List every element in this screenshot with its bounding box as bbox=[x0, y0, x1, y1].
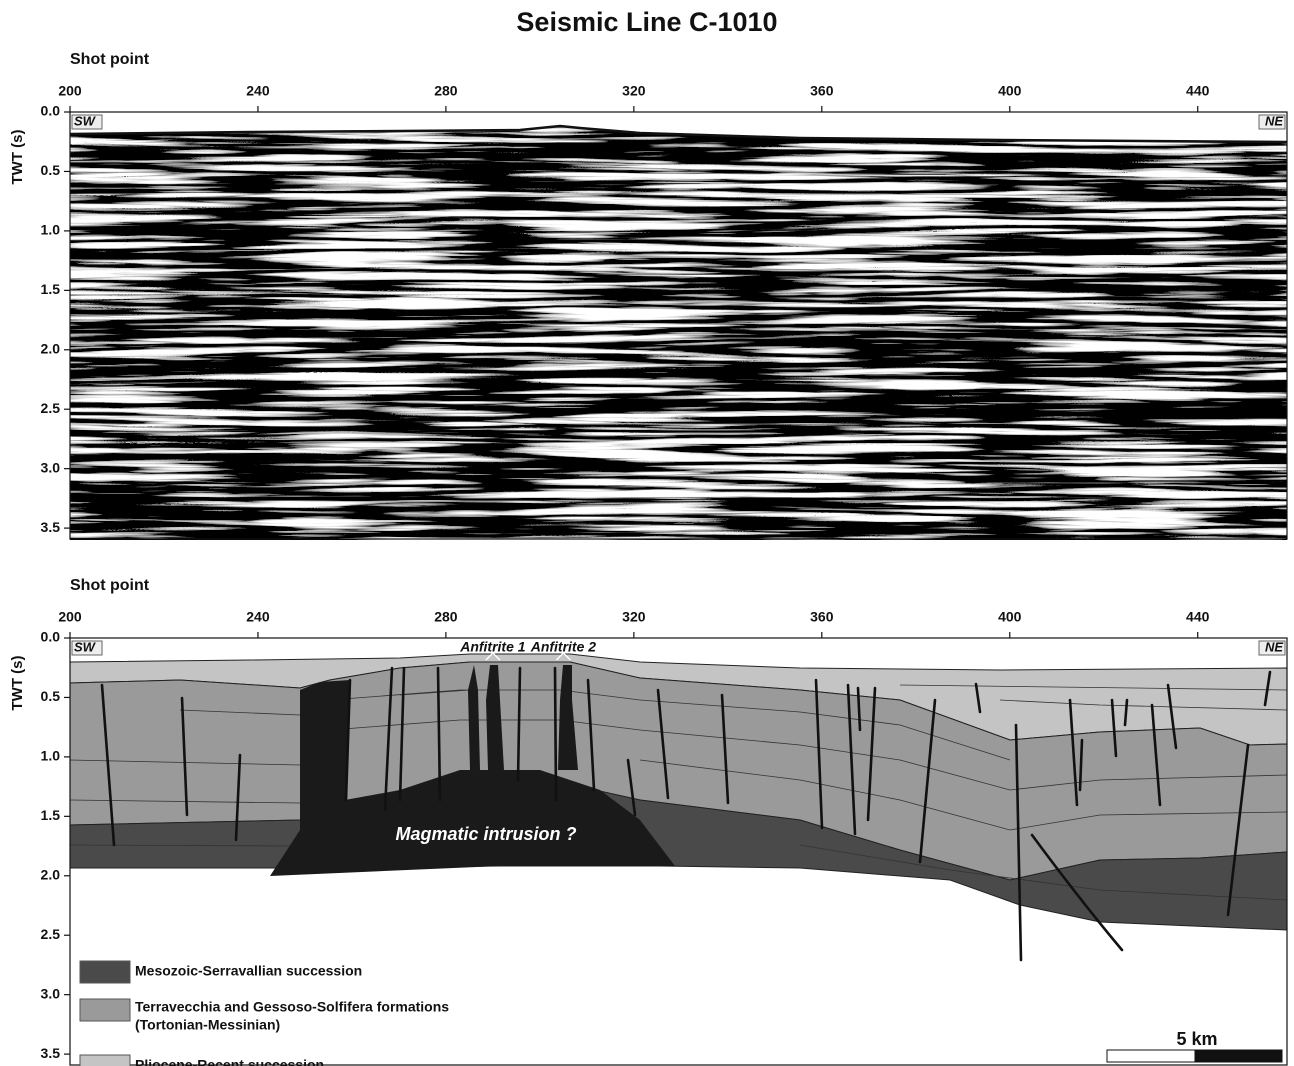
x-axis-label: Shot point bbox=[70, 51, 150, 68]
legend-swatch bbox=[80, 999, 130, 1021]
legend-swatch bbox=[80, 1055, 130, 1066]
figure: Seismic Line C-1010 Shot point 200 240 280 3… bbox=[0, 0, 1294, 1066]
x-tick-label: 240 bbox=[246, 83, 270, 99]
scale-bar-white bbox=[1107, 1050, 1195, 1062]
y-tick-label: 2.5 bbox=[41, 926, 61, 942]
x-tick-label: 280 bbox=[434, 609, 458, 625]
y-tick-label: 0.5 bbox=[41, 688, 61, 704]
y-tick-label: 0.0 bbox=[41, 629, 61, 645]
y-tick-label: 3.5 bbox=[41, 519, 61, 535]
x-tick-label: 360 bbox=[810, 609, 834, 625]
x-tick-label: 320 bbox=[622, 609, 646, 625]
y-tick-label: 1.0 bbox=[41, 222, 61, 238]
x-tick-label: 200 bbox=[58, 83, 82, 99]
seismic-image bbox=[70, 112, 1287, 540]
corner-label-ne: NE bbox=[1265, 113, 1283, 128]
seismic-texture bbox=[70, 130, 1287, 540]
x-tick-label: 280 bbox=[434, 83, 458, 99]
corner-label-sw: SW bbox=[74, 639, 97, 654]
legend-swatch bbox=[80, 961, 130, 983]
x-tick-label: 400 bbox=[998, 609, 1022, 625]
y-tick-label: 3.0 bbox=[41, 459, 61, 475]
intrusion-label: Magmatic intrusion ? bbox=[395, 824, 576, 844]
legend-label: Mesozoic-Serravallian succession bbox=[135, 963, 362, 979]
y-tick-label: 1.5 bbox=[41, 281, 61, 297]
y-axis-label: TWT (s) bbox=[9, 656, 26, 711]
x-tick-label: 240 bbox=[246, 609, 270, 625]
y-axis-label: TWT (s) bbox=[9, 130, 26, 185]
x-tick-label: 320 bbox=[622, 83, 646, 99]
y-tick-label: 0.0 bbox=[41, 103, 61, 119]
well-label: Anfitrite 2 bbox=[530, 639, 597, 655]
scale-bar-black bbox=[1195, 1050, 1282, 1062]
corner-label-ne: NE bbox=[1265, 639, 1283, 654]
x-tick-label: 440 bbox=[1186, 609, 1210, 625]
legend-label: Terravecchia and Gessoso-Solfifera forma… bbox=[135, 999, 449, 1015]
well-label: Anfitrite 1 bbox=[459, 639, 526, 655]
y-tick-label: 2.0 bbox=[41, 340, 61, 356]
interpretation bbox=[70, 654, 1287, 960]
y-tick-label: 3.5 bbox=[41, 1045, 61, 1061]
x-tick-label: 440 bbox=[1186, 83, 1210, 99]
x-axis-label: Shot point bbox=[70, 577, 150, 594]
y-tick-label: 1.0 bbox=[41, 748, 61, 764]
y-tick-label: 1.5 bbox=[41, 807, 61, 823]
legend-label: (Tortonian-Messinian) bbox=[135, 1017, 280, 1033]
y-tick-label: 0.5 bbox=[41, 162, 61, 178]
legend-label: Pliocene-Recent succession bbox=[135, 1057, 324, 1066]
y-tick-label: 2.5 bbox=[41, 400, 61, 416]
title: Seismic Line C-1010 bbox=[516, 7, 777, 37]
x-tick-label: 400 bbox=[998, 83, 1022, 99]
y-tick-label: 3.0 bbox=[41, 985, 61, 1001]
y-tick-label: 2.0 bbox=[41, 866, 61, 882]
scale-bar-label: 5 km bbox=[1176, 1029, 1217, 1049]
x-tick-label: 200 bbox=[58, 609, 82, 625]
corner-label-sw: SW bbox=[74, 113, 97, 128]
x-tick-label: 360 bbox=[810, 83, 834, 99]
